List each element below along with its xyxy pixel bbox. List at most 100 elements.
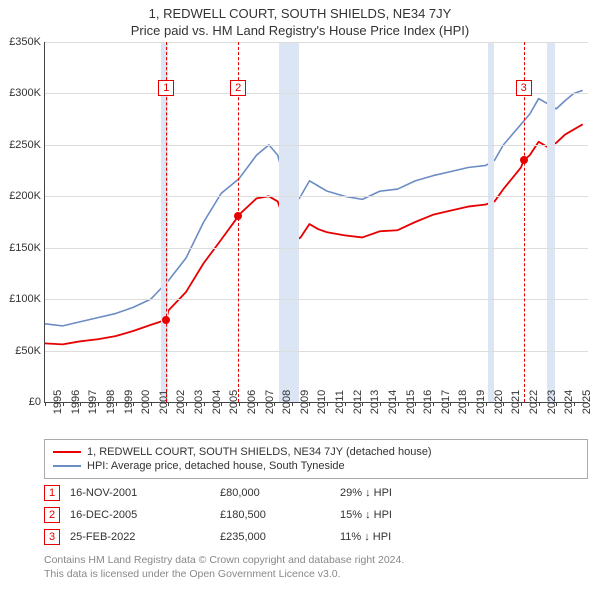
x-axis-label: 2000: [136, 390, 152, 414]
x-axis-label: 1996: [66, 390, 82, 414]
footer-line-1: Contains HM Land Registry data © Crown c…: [44, 553, 588, 567]
x-axis-label: 2002: [171, 390, 187, 414]
x-axis-label: 2006: [242, 390, 258, 414]
gridline: [45, 42, 588, 43]
x-axis-tick: [116, 402, 117, 406]
gridline: [45, 299, 588, 300]
y-axis-label: £100K: [9, 293, 45, 305]
recession-band: [488, 42, 494, 402]
x-axis-label: 2016: [418, 390, 434, 414]
x-axis-label: 2012: [348, 390, 364, 414]
x-axis-tick: [239, 402, 240, 406]
y-axis-label: £0: [29, 396, 45, 408]
footer: Contains HM Land Registry data © Crown c…: [44, 553, 588, 581]
x-axis-tick: [309, 402, 310, 406]
x-axis-label: 2008: [277, 390, 293, 414]
legend-swatch: [53, 465, 81, 467]
gridline: [45, 351, 588, 352]
x-axis-tick: [63, 402, 64, 406]
x-axis-label: 2010: [312, 390, 328, 414]
x-axis-label: 2024: [559, 390, 575, 414]
legend-label: 1, REDWELL COURT, SOUTH SHIELDS, NE34 7J…: [87, 446, 432, 458]
x-axis-label: 2001: [154, 390, 170, 414]
x-axis-label: 2015: [401, 390, 417, 414]
event-date: 16-DEC-2005: [70, 509, 220, 521]
event-date: 16-NOV-2001: [70, 487, 220, 499]
sale-marker-badge: 1: [158, 80, 174, 96]
series-hpi: [45, 90, 583, 326]
x-axis-label: 2020: [489, 390, 505, 414]
x-axis-tick: [45, 402, 46, 406]
x-axis-tick: [168, 402, 169, 406]
event-delta: 15% ↓ HPI: [340, 509, 460, 521]
sale-marker-line: [238, 42, 239, 402]
chart-container: 1, REDWELL COURT, SOUTH SHIELDS, NE34 7J…: [0, 0, 600, 590]
x-axis-tick: [486, 402, 487, 406]
x-axis-tick: [292, 402, 293, 406]
x-axis-label: 1999: [119, 390, 135, 414]
x-axis-tick: [151, 402, 152, 406]
x-axis-label: 2022: [524, 390, 540, 414]
y-axis-label: £250K: [9, 139, 45, 151]
x-axis-tick: [345, 402, 346, 406]
y-axis-label: £300K: [9, 87, 45, 99]
x-axis-label: 2004: [207, 390, 223, 414]
x-axis-tick: [398, 402, 399, 406]
x-axis-label: 2021: [506, 390, 522, 414]
recession-band: [279, 42, 298, 402]
x-axis-tick: [98, 402, 99, 406]
legend: 1, REDWELL COURT, SOUTH SHIELDS, NE34 7J…: [44, 439, 588, 479]
x-axis-label: 1997: [83, 390, 99, 414]
x-axis-label: 2017: [436, 390, 452, 414]
chart-lines-svg: [45, 42, 588, 402]
x-axis-label: 1998: [101, 390, 117, 414]
event-price: £180,500: [220, 509, 340, 521]
legend-swatch: [53, 451, 81, 453]
x-axis-tick: [539, 402, 540, 406]
legend-row: HPI: Average price, detached house, Sout…: [53, 459, 579, 473]
series-property: [45, 124, 583, 344]
y-axis-label: £350K: [9, 36, 45, 48]
legend-label: HPI: Average price, detached house, Sout…: [87, 460, 345, 472]
sale-marker-badge: 2: [230, 80, 246, 96]
x-axis-tick: [221, 402, 222, 406]
event-delta: 29% ↓ HPI: [340, 487, 460, 499]
event-date: 25-FEB-2022: [70, 531, 220, 543]
x-axis-tick: [274, 402, 275, 406]
x-axis-tick: [186, 402, 187, 406]
gridline: [45, 248, 588, 249]
chart-title: 1, REDWELL COURT, SOUTH SHIELDS, NE34 7J…: [0, 0, 600, 21]
x-axis-tick: [362, 402, 363, 406]
sale-marker-line: [524, 42, 525, 402]
y-axis-label: £50K: [15, 345, 45, 357]
x-axis-tick: [80, 402, 81, 406]
x-axis-tick: [415, 402, 416, 406]
x-axis-label: 2005: [224, 390, 240, 414]
sale-marker-badge: 3: [516, 80, 532, 96]
sale-point: [162, 316, 170, 324]
y-axis-label: £150K: [9, 242, 45, 254]
x-axis-label: 2025: [577, 390, 593, 414]
sale-point: [234, 212, 242, 220]
x-axis-label: 1995: [48, 390, 64, 414]
footer-line-2: This data is licensed under the Open Gov…: [44, 567, 588, 581]
x-axis-tick: [468, 402, 469, 406]
x-axis-label: 2011: [330, 390, 346, 414]
x-axis-tick: [503, 402, 504, 406]
gridline: [45, 93, 588, 94]
x-axis-label: 2013: [365, 390, 381, 414]
sale-point: [520, 156, 528, 164]
recession-band: [547, 42, 555, 402]
event-price: £80,000: [220, 487, 340, 499]
x-axis-label: 2023: [542, 390, 558, 414]
chart-subtitle: Price paid vs. HM Land Registry's House …: [0, 21, 600, 42]
event-price: £235,000: [220, 531, 340, 543]
x-axis-tick: [556, 402, 557, 406]
chart-plot-area: £0£50K£100K£150K£200K£250K£300K£350K1995…: [44, 42, 588, 403]
sale-marker-line: [166, 42, 167, 402]
event-number-badge: 2: [44, 507, 60, 523]
x-axis-tick: [380, 402, 381, 406]
x-axis-tick: [521, 402, 522, 406]
gridline: [45, 196, 588, 197]
x-axis-tick: [574, 402, 575, 406]
